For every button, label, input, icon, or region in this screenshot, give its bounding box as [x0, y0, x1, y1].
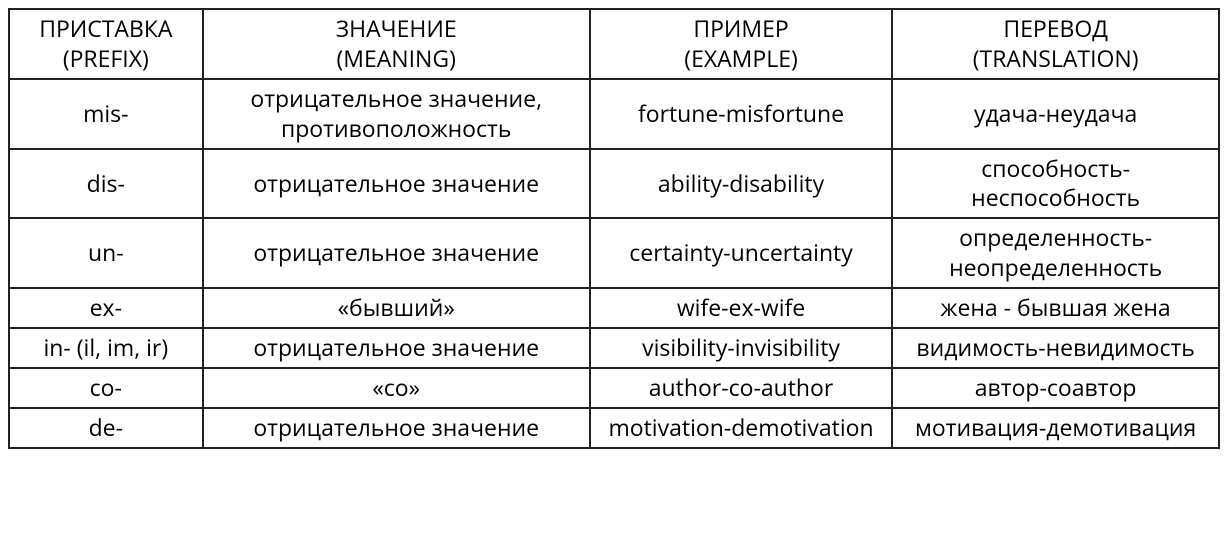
- prefixes-table: ПРИСТАВКА (PREFIX) ЗНАЧЕНИЕ (MEANING) ПР…: [8, 8, 1220, 449]
- cell-meaning: отрицательное значение: [203, 218, 590, 288]
- cell-translation: жена - бывшая жена: [892, 288, 1219, 328]
- cell-translation: видимость-невидимость: [892, 328, 1219, 368]
- col-header-meaning: ЗНАЧЕНИЕ (MEANING): [203, 9, 590, 79]
- cell-prefix: mis-: [9, 79, 203, 149]
- cell-example: motivation-demotivation: [590, 408, 893, 448]
- cell-prefix: un-: [9, 218, 203, 288]
- col-header-example-line2: (EXAMPLE): [599, 44, 884, 74]
- cell-meaning: отрицательное значение: [203, 328, 590, 368]
- col-header-meaning-line1: ЗНАЧЕНИЕ: [212, 14, 581, 44]
- col-header-translation-line2: (TRANSLATION): [901, 44, 1210, 74]
- table-row: in- (il, im, ir) отрицательное значение …: [9, 328, 1219, 368]
- col-header-meaning-line2: (MEANING): [212, 44, 581, 74]
- cell-meaning: «бывший»: [203, 288, 590, 328]
- cell-prefix: de-: [9, 408, 203, 448]
- table-row: un- отрицательное значение certainty-unc…: [9, 218, 1219, 288]
- cell-translation: способность-неспособность: [892, 149, 1219, 219]
- cell-meaning: отрицательное значение: [203, 149, 590, 219]
- col-header-prefix-line2: (PREFIX): [18, 44, 194, 74]
- header-row: ПРИСТАВКА (PREFIX) ЗНАЧЕНИЕ (MEANING) ПР…: [9, 9, 1219, 79]
- cell-prefix: ex-: [9, 288, 203, 328]
- col-header-example-line1: ПРИМЕР: [599, 14, 884, 44]
- cell-example: fortune-misfortune: [590, 79, 893, 149]
- cell-translation: определенность-неопределенность: [892, 218, 1219, 288]
- table-row: de- отрицательное значение motivation-de…: [9, 408, 1219, 448]
- col-header-example: ПРИМЕР (EXAMPLE): [590, 9, 893, 79]
- table-row: mis- отрицательное значение, противополо…: [9, 79, 1219, 149]
- cell-example: certainty-uncertainty: [590, 218, 893, 288]
- cell-translation: мотивация-демотивация: [892, 408, 1219, 448]
- table-header: ПРИСТАВКА (PREFIX) ЗНАЧЕНИЕ (MEANING) ПР…: [9, 9, 1219, 79]
- cell-prefix: in- (il, im, ir): [9, 328, 203, 368]
- cell-meaning: «со»: [203, 368, 590, 408]
- col-header-prefix: ПРИСТАВКА (PREFIX): [9, 9, 203, 79]
- cell-translation: удача-неудача: [892, 79, 1219, 149]
- cell-translation: автор-соавтор: [892, 368, 1219, 408]
- cell-prefix: co-: [9, 368, 203, 408]
- cell-example: author-co-author: [590, 368, 893, 408]
- col-header-translation-line1: ПЕРЕВОД: [901, 14, 1210, 44]
- col-header-prefix-line1: ПРИСТАВКА: [18, 14, 194, 44]
- table-row: co- «со» author-co-author автор-соавтор: [9, 368, 1219, 408]
- cell-meaning: отрицательное значение: [203, 408, 590, 448]
- table-row: ex- «бывший» wife-ex-wife жена - бывшая …: [9, 288, 1219, 328]
- cell-prefix: dis-: [9, 149, 203, 219]
- cell-meaning: отрицательное значение, противоположност…: [203, 79, 590, 149]
- table-row: dis- отрицательное значение ability-disa…: [9, 149, 1219, 219]
- cell-example: visibility-invisibility: [590, 328, 893, 368]
- col-header-translation: ПЕРЕВОД (TRANSLATION): [892, 9, 1219, 79]
- table-body: mis- отрицательное значение, противополо…: [9, 79, 1219, 448]
- cell-example: wife-ex-wife: [590, 288, 893, 328]
- cell-example: ability-disability: [590, 149, 893, 219]
